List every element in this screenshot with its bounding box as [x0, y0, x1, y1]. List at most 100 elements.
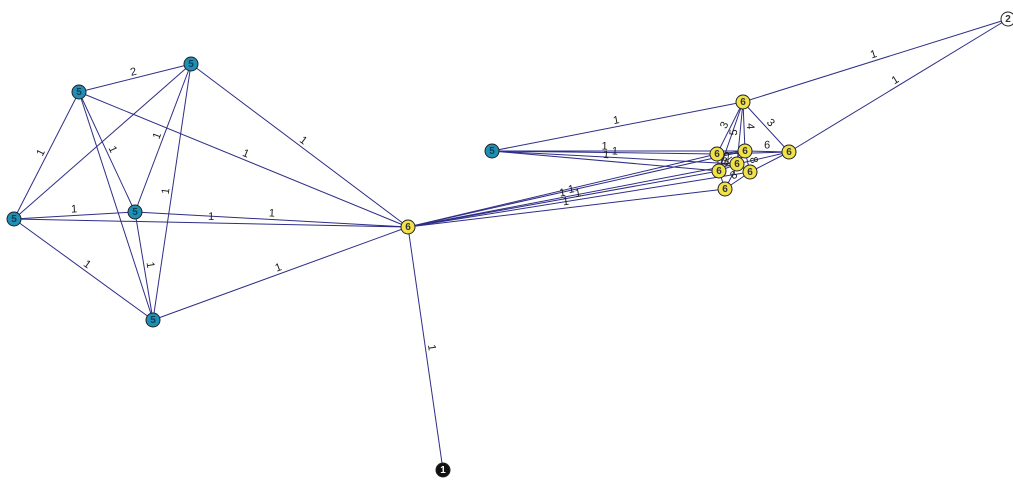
node-c1[interactable]: 6 — [735, 94, 751, 110]
edge-top-c1 — [742, 18, 1009, 103]
node-circle-c4 — [737, 143, 753, 159]
node-a5[interactable]: 5 — [145, 312, 161, 328]
node-bottom[interactable]: 1 — [435, 462, 451, 478]
node-c8[interactable]: 6 — [717, 181, 733, 197]
node-hub[interactable]: 6 — [400, 219, 416, 235]
edge-label-a4-a5: 1 — [143, 261, 156, 269]
node-a1[interactable]: 5 — [71, 84, 87, 100]
node-label-bottom: 1 — [440, 465, 446, 476]
edge-hub-c3 — [407, 153, 718, 228]
edge-a1-a4 — [78, 91, 136, 213]
node-c7[interactable]: 6 — [729, 156, 745, 172]
node-circle-a1 — [71, 84, 87, 100]
node-c2[interactable]: 6 — [781, 144, 797, 160]
node-c4[interactable]: 6 — [737, 143, 753, 159]
node-circle-hub — [400, 219, 416, 235]
node-c3[interactable]: 6 — [709, 146, 725, 162]
edge-hub-c8 — [407, 188, 726, 228]
node-b1[interactable]: 5 — [484, 143, 500, 159]
node-label-a4: 5 — [132, 207, 138, 218]
edge-label-a2-a5: 1 — [160, 187, 173, 195]
edge-a3-a5 — [13, 218, 154, 321]
edge-label-c1-c7: 5 — [728, 129, 741, 136]
edge-label-a3-hub: 1 — [208, 211, 214, 223]
node-circle-a4 — [127, 204, 143, 220]
node-a2[interactable]: 5 — [183, 56, 199, 72]
node-label-top: 2 — [1005, 14, 1011, 25]
edge-label-a1-a2: 2 — [129, 66, 138, 79]
edge-label-b1-c1: 1 — [612, 114, 620, 127]
edge-label-hub-bottom: 1 — [425, 344, 438, 352]
edge-hub-c5 — [407, 170, 720, 228]
edge-a2-a5 — [152, 63, 192, 321]
edge-label-hub-c6: 1 — [574, 187, 582, 200]
edge-b1-c5 — [491, 150, 720, 172]
edge-a2-a3 — [13, 63, 192, 220]
edge-label-hub-c7: 1 — [567, 183, 575, 196]
edge-hub-c6 — [407, 171, 751, 228]
edge-a2-hub — [190, 63, 409, 228]
edge-label-c1-c4: 4 — [744, 123, 756, 130]
edge-a3-hub — [13, 218, 409, 228]
edge-a3-a4 — [13, 211, 136, 220]
edge-label-a4-hub: 1 — [268, 207, 275, 219]
edge-label-hub-c5: 1 — [558, 187, 566, 200]
edge-c1-c4 — [742, 101, 746, 152]
node-label-a3: 5 — [11, 214, 17, 225]
edge-label-c6-c8: 8 — [728, 169, 740, 182]
edge-label-c4-c6: 8 — [747, 156, 760, 165]
edge-a2-a4 — [134, 63, 192, 213]
edge-label-a2-a4: 1 — [151, 131, 164, 141]
node-label-hub: 6 — [405, 222, 411, 233]
node-circle-a2 — [183, 56, 199, 72]
node-c6[interactable]: 6 — [742, 164, 758, 180]
edge-label-a1-hub: 1 — [241, 147, 251, 160]
node-label-c4: 6 — [742, 146, 748, 157]
node-top[interactable]: 2 — [1000, 11, 1013, 27]
node-circle-c7 — [729, 156, 745, 172]
edge-a5-hub — [152, 226, 409, 321]
edge-a4-hub — [134, 211, 409, 228]
edge-label-a1-a3: 1 — [34, 147, 47, 158]
edges-layer — [13, 18, 1009, 471]
node-label-a2: 5 — [188, 59, 194, 70]
node-label-c6: 6 — [747, 167, 753, 178]
edge-label-c2-c4: 6 — [764, 139, 770, 151]
node-a4[interactable]: 5 — [127, 204, 143, 220]
edge-b1-c1 — [491, 101, 744, 152]
edge-top-c2 — [788, 18, 1009, 153]
node-label-c3: 6 — [714, 149, 720, 160]
edge-a1-a3 — [13, 91, 80, 220]
node-circle-c5 — [711, 163, 727, 179]
edge-c2-c3 — [716, 151, 790, 155]
node-circle-c6 — [742, 164, 758, 180]
edge-label-top-c1: 1 — [869, 48, 878, 61]
node-circle-c3 — [709, 146, 725, 162]
edge-label-hub-c8: 1 — [562, 196, 570, 209]
edge-hub-c4 — [407, 150, 746, 228]
node-circle-top — [1000, 11, 1013, 27]
node-a3[interactable]: 5 — [6, 211, 22, 227]
edge-a1-a2 — [78, 63, 192, 93]
edge-a1-a5 — [78, 91, 154, 321]
node-label-c1: 6 — [740, 97, 746, 108]
edge-label-a5-hub: 1 — [274, 261, 284, 274]
edge-c1-c2 — [742, 101, 790, 153]
node-label-c8: 6 — [722, 184, 728, 195]
node-circle-c1 — [735, 94, 751, 110]
edge-label-a3-a4: 1 — [71, 203, 78, 215]
node-label-a5: 5 — [150, 315, 156, 326]
node-circle-c8 — [717, 181, 733, 197]
node-label-c2: 6 — [786, 147, 792, 158]
node-circle-bottom — [435, 462, 451, 478]
edge-label-a1-a4: 1 — [106, 144, 119, 155]
node-c5[interactable]: 6 — [711, 163, 727, 179]
node-label-b1: 5 — [489, 146, 495, 157]
edge-label-c5-c7: 3 — [721, 155, 731, 168]
node-circle-a3 — [6, 211, 22, 227]
edge-a1-hub — [78, 91, 409, 228]
edge-label-top-c2: 1 — [890, 74, 901, 87]
edge-hub-c7 — [407, 163, 738, 228]
edge-label-b1-c5: 1 — [602, 149, 609, 161]
